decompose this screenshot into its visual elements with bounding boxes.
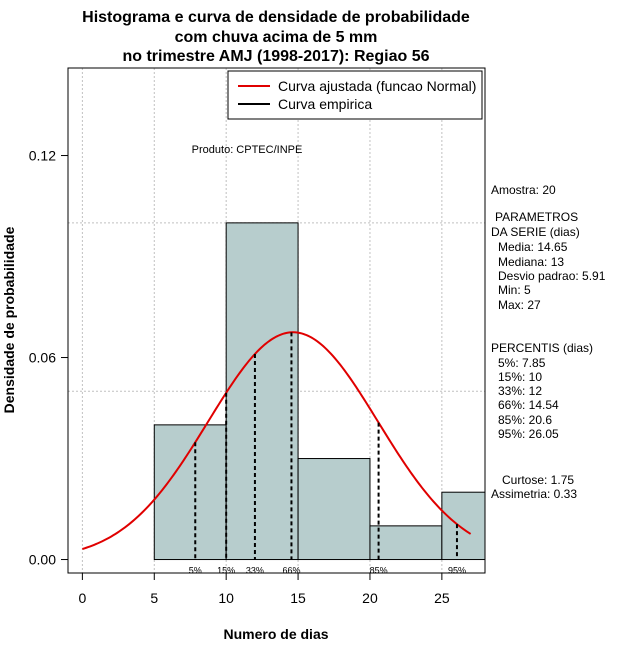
x-axis-label: Numero de dias [223,626,328,642]
stat-p66: 66%: 14.54 [498,398,559,412]
y-tick-label: 0.06 [29,350,56,366]
stat-p15: 15%: 10 [498,370,542,384]
stat-amostra: Amostra: 20 [491,183,556,197]
percentile-label: 15% [217,566,235,576]
stat-p95: 95%: 26.05 [498,427,559,441]
side-stats-panel: Amostra: 20 PARAMETROS DA SERIE (dias) M… [491,183,606,501]
stat-p5: 5%: 7.85 [498,356,546,370]
y-tick-label: 0.00 [29,552,56,568]
x-tick-label: 20 [362,590,378,606]
chart-title-line-3: no trimestre AMJ (1998-2017): Regiao 56 [122,48,429,65]
histogram-bar [369,525,443,561]
axes: 0 5 10 15 20 25 0.00 0.06 0.12 [29,148,450,606]
stat-param-header-2: DA SERIE (dias) [491,225,580,239]
stat-p33: 33%: 12 [498,384,542,398]
normal-curve-layer [82,331,472,550]
percentile-lines: 5% 15% 33% 66% 85% 95% [189,332,466,576]
percentile-label: 95% [448,566,466,576]
y-axis-label: Densidade de probabilidade [1,226,17,413]
stat-mediana: Mediana: 13 [498,255,564,269]
percentile-label: 33% [246,566,264,576]
stat-desvio: Desvio padrao: 5.91 [498,269,606,283]
stat-media: Media: 14.65 [498,240,568,254]
stat-perc-header: PERCENTIS (dias) [491,341,593,355]
percentile-label: 5% [189,566,202,576]
legend-label-fit: Curva ajustada (funcao Normal) [278,78,476,94]
legend: Curva ajustada (funcao Normal) Curva emp… [227,70,483,120]
normal-curve [82,331,472,550]
legend-box [227,70,483,120]
histogram-bar [297,458,371,561]
product-annotation: Produto: CPTEC/INPE [192,144,303,156]
stat-param-header-1: PARAMETROS [495,210,578,224]
stat-p85: 85%: 20.6 [498,413,552,427]
histogram-bar [153,424,227,561]
percentile-label: 66% [282,566,300,576]
x-tick-label: 25 [434,590,450,606]
stat-min: Min: 5 [498,283,531,297]
stat-assimetria: Assimetria: 0.33 [491,487,577,501]
percentile-label: 85% [370,566,388,576]
y-tick-label: 0.12 [29,148,56,164]
x-tick-label: 10 [218,590,234,606]
x-tick-label: 0 [78,590,86,606]
chart-title-line-1: Histograma e curva de densidade de proba… [82,9,470,26]
histogram-bars [153,222,486,561]
histogram-bar [225,222,299,561]
chart-title-line-2: com chuva acima de 5 mm [175,29,378,46]
stat-max: Max: 27 [498,298,541,312]
x-tick-label: 15 [290,590,306,606]
stat-curtose: Curtose: 1.75 [502,473,574,487]
x-tick-label: 5 [150,590,158,606]
legend-label-empirical: Curva empirica [278,96,372,112]
histogram-bar [441,491,486,561]
